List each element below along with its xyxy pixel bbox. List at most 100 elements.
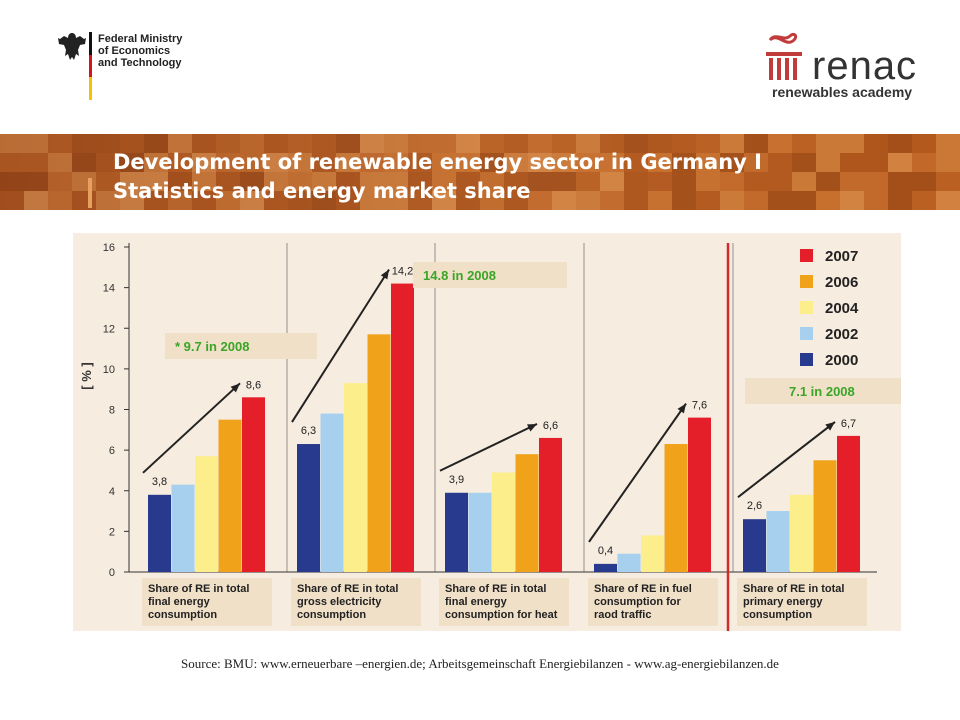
mosaic-tile [312,172,336,191]
bar-2002-group-1 [171,484,195,572]
mosaic-tile [864,134,888,153]
category-label-text: consumption for heat [445,609,558,621]
mosaic-tile [360,172,384,191]
mosaic-tile [144,172,168,191]
mosaic-tile [480,172,504,191]
mosaic-tile [48,153,72,172]
bar-2006-group-2 [367,334,391,572]
mosaic-tile [552,191,576,210]
mosaic-tile [792,191,816,210]
mosaic-tile [360,134,384,153]
mosaic-tile [72,172,96,191]
legend-label-2000: 2000 [825,352,858,369]
annotation-box [745,378,901,404]
category-label-text: gross electricity [297,596,382,608]
y-tick-label: 8 [109,405,115,417]
mosaic-tile [336,172,360,191]
mosaic-tile [624,153,648,172]
mosaic-tile [192,153,216,172]
data-label-last: 7,6 [692,400,707,412]
bar-2007-group-2 [391,283,414,572]
annotation-text: 7.1 in 2008 [789,384,855,399]
category-label-text: consumption [743,609,812,621]
mosaic-tile [792,153,816,172]
mosaic-tile [552,134,576,153]
mosaic-tile [600,191,624,210]
mosaic-tile [0,153,24,172]
mosaic-tile [504,191,528,210]
mosaic-tile [840,172,864,191]
mosaic-tile [696,153,720,172]
mosaic-tile [696,191,720,210]
mosaic-tile [672,172,696,191]
mosaic-tile [216,134,240,153]
trend-arrow-line [439,423,538,472]
mosaic-tile [120,172,144,191]
bar-2002-group-3 [468,492,492,572]
y-tick-label: 2 [109,526,115,538]
data-label-first: 3,9 [449,474,464,486]
bar-2002-group-2 [320,413,344,572]
mosaic-tile [552,172,576,191]
mosaic-tile [696,172,720,191]
trend-arrow-head [825,421,835,431]
legend-label-2002: 2002 [825,326,858,343]
category-label-box [291,578,421,626]
mosaic-tile [432,172,456,191]
mosaic-tile [456,191,480,210]
mosaic-tile [168,172,192,191]
mosaic-tile [432,191,456,210]
renac-tagline: renewables academy [772,84,913,100]
mosaic-tile [384,172,408,191]
category-label-text: final energy [148,596,211,608]
mosaic-tile [96,172,120,191]
mosaic-tile [120,134,144,153]
mosaic-tile [744,191,768,210]
mosaic-tile [528,191,552,210]
mosaic-tile [288,153,312,172]
mosaic-tile [240,134,264,153]
trend-arrow-line [291,269,390,423]
mosaic-tile [264,153,288,172]
ministry-name: Federal Ministry of Economics and Techno… [98,33,183,69]
mosaic-background [0,134,960,210]
mosaic-tile [288,191,312,210]
bar-2006-group-5 [813,460,837,572]
legend-swatch-2007 [800,249,813,262]
mosaic-tile [384,191,408,210]
mosaic-tile [720,134,744,153]
mosaic-tile [912,172,936,191]
mosaic-tile [0,191,24,210]
mosaic-tile [168,153,192,172]
mosaic-tile [600,153,624,172]
mosaic-tile [24,134,48,153]
mosaic-tile [72,153,96,172]
data-label-last: 6,6 [543,420,558,432]
data-label-last: 6,7 [841,418,856,430]
category-label-text: consumption [297,609,366,621]
mosaic-tile [456,134,480,153]
mosaic-tile [864,191,888,210]
trend-arrow-line [588,403,687,543]
mosaic-tile [192,191,216,210]
mosaic-tile [624,191,648,210]
trend-arrow-line [142,382,241,474]
mosaic-tile [336,191,360,210]
mosaic-tile [384,134,408,153]
bar-2002-group-5 [766,511,790,572]
bar-2000-group-4 [594,563,617,572]
mosaic-tile [912,134,936,153]
mosaic-tile [408,134,432,153]
legend-label-2006: 2006 [825,274,858,291]
mosaic-tile [672,191,696,210]
mosaic-tile [600,172,624,191]
category-label-text: Share of RE in total [297,583,398,595]
annotation-box [413,262,567,288]
mosaic-tile [408,153,432,172]
mosaic-tile [936,153,960,172]
legend-label-2007: 2007 [825,248,858,265]
mosaic-tile [648,134,672,153]
category-label-text: consumption for [594,596,681,608]
mosaic-tile [744,134,768,153]
mosaic-tile [240,172,264,191]
